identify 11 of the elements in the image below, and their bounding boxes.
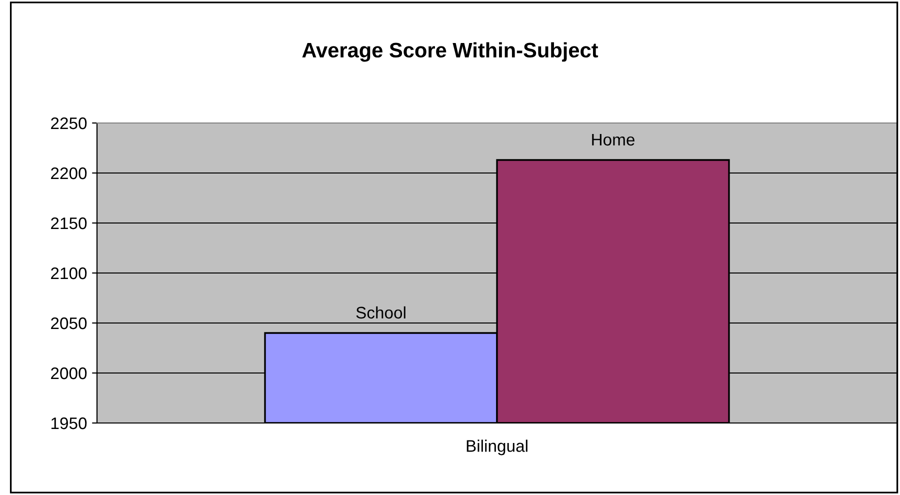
- series-label: Home: [592, 134, 634, 146]
- y-tick-label: 2200: [51, 167, 87, 180]
- y-tick-label: 2150: [51, 217, 87, 230]
- y-tick-label: 2250: [51, 117, 87, 130]
- y-tick-label: 2100: [51, 267, 87, 280]
- y-tick-label: 1950: [51, 417, 87, 430]
- chart-title: Average Score Within-Subject: [302, 42, 598, 62]
- x-tick-label: Bilingual: [466, 440, 528, 456]
- y-tick-label: 2050: [51, 317, 87, 330]
- y-tick-label: 2000: [51, 367, 87, 380]
- series-label: School: [356, 306, 406, 319]
